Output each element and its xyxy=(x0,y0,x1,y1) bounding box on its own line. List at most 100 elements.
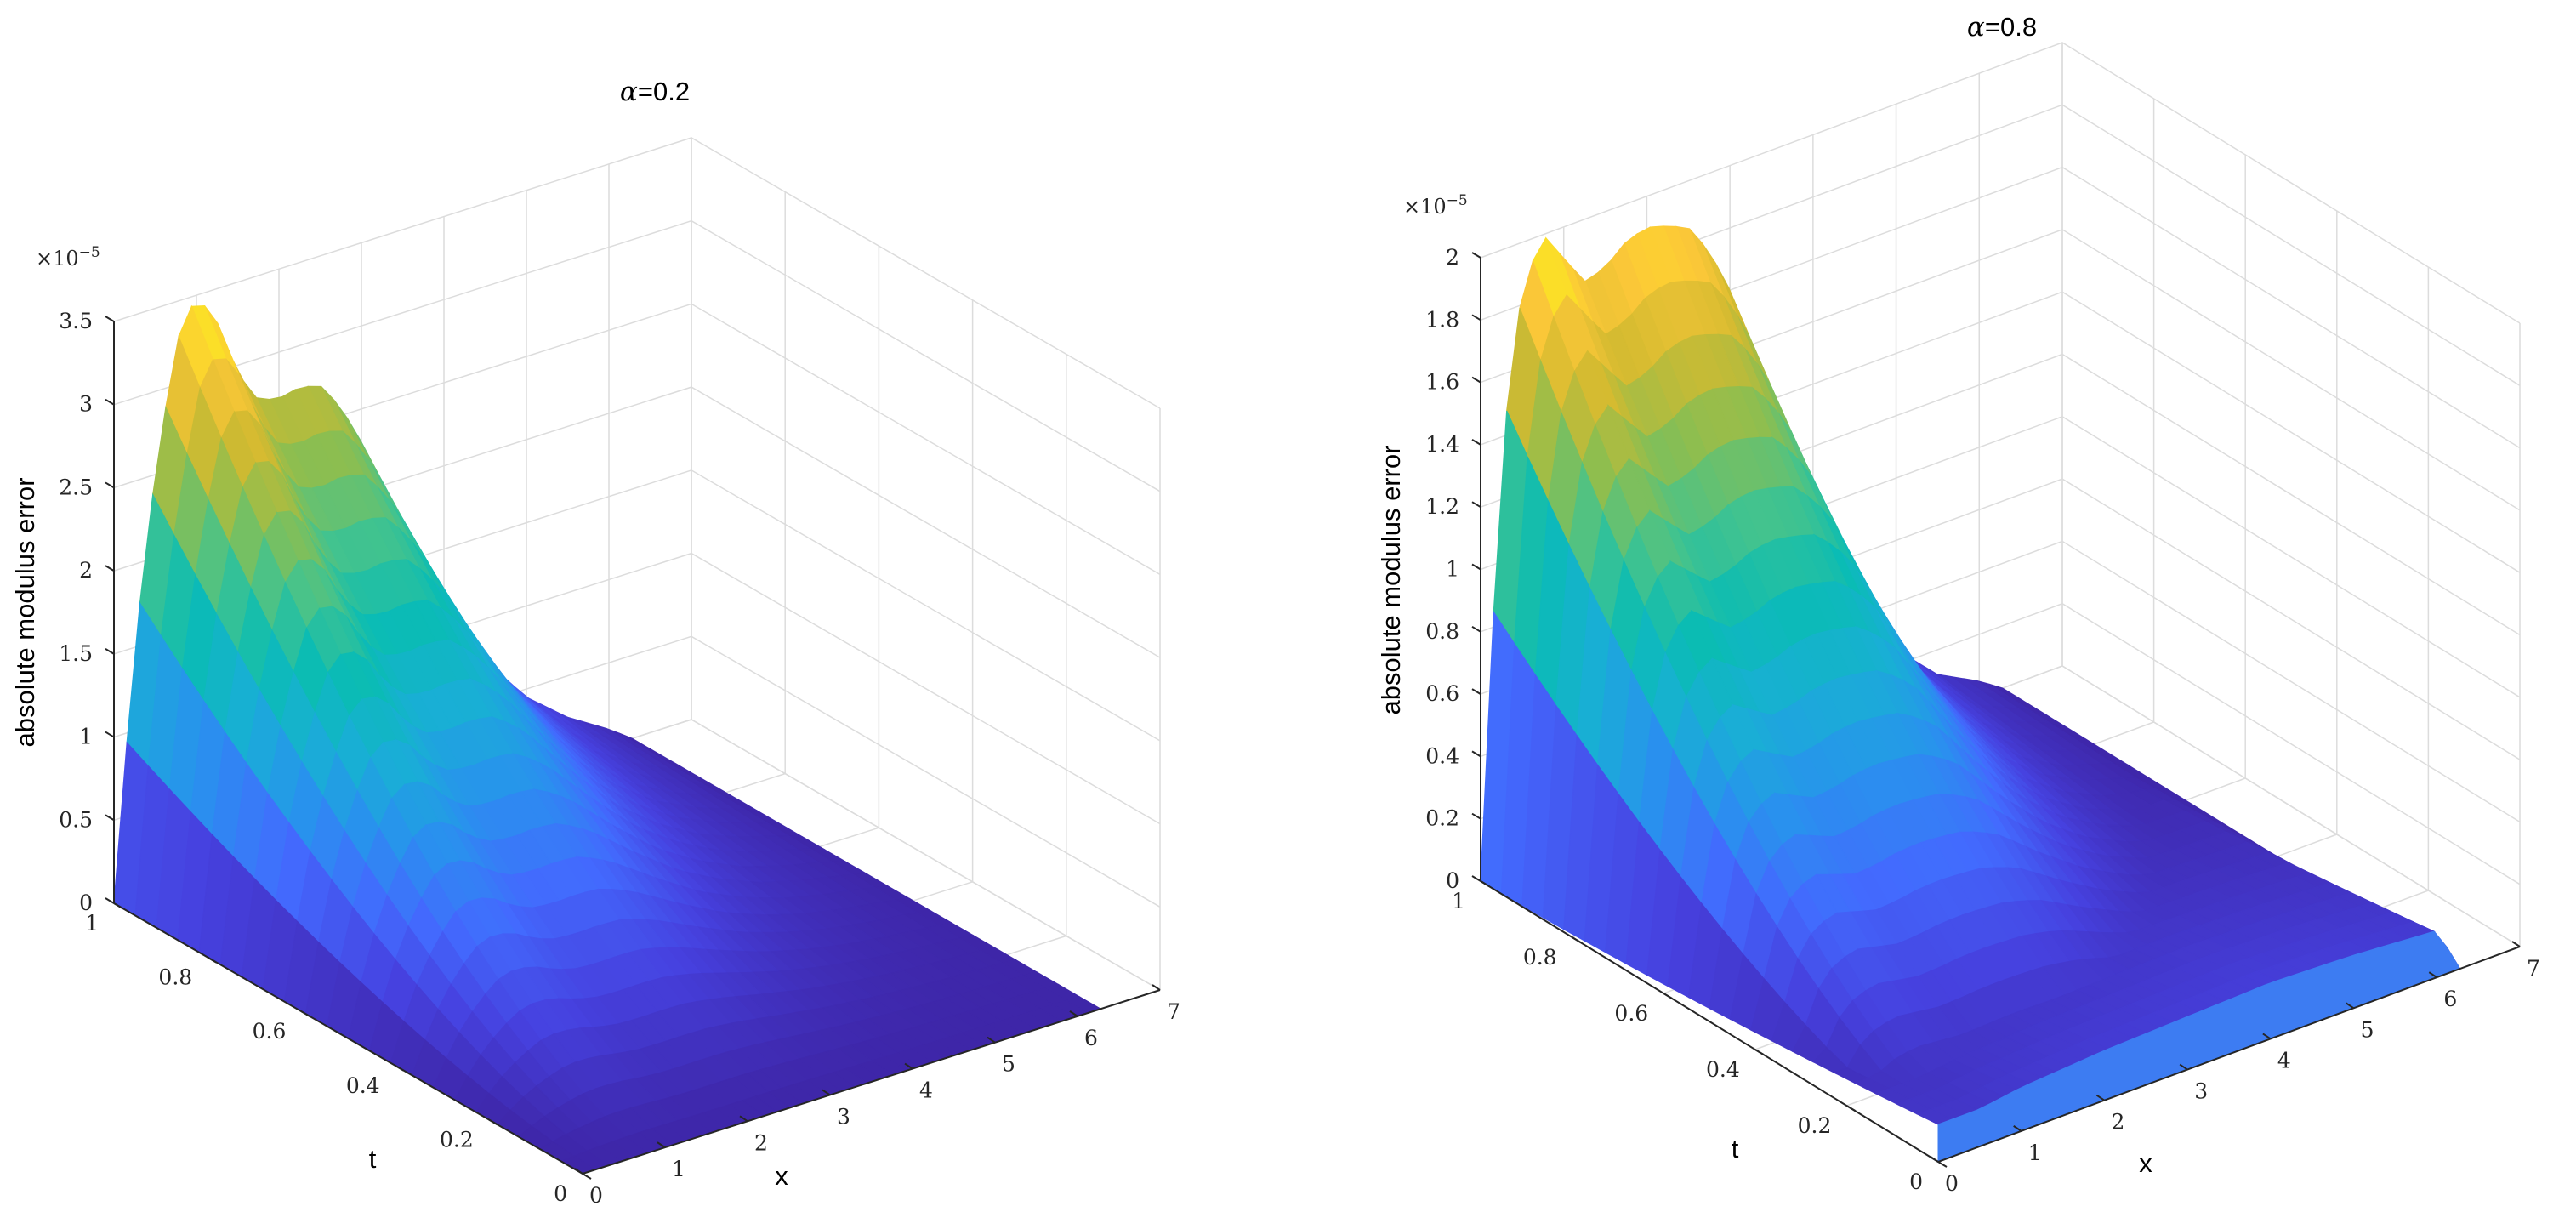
z-tick-label: 1.6 xyxy=(1425,370,1459,395)
x-tick-mark xyxy=(574,1168,583,1175)
z-tick-mark xyxy=(1471,812,1481,820)
t-tick-label: 0.6 xyxy=(253,1019,287,1044)
t-tick-mark xyxy=(1754,1049,1765,1055)
z-tick-label: 0 xyxy=(1446,868,1459,893)
t-tick-mark xyxy=(582,1173,592,1180)
z-tick-mark xyxy=(1471,563,1481,571)
t-tick-label: 0.8 xyxy=(1523,945,1557,970)
t-tick-mark xyxy=(207,956,217,964)
t-tick-mark xyxy=(488,1118,498,1126)
t-tick-label: 0 xyxy=(1909,1169,1923,1194)
z-tick-label: 0 xyxy=(79,890,93,915)
x-tick-label: 5 xyxy=(1002,1052,1015,1077)
z-tick-mark xyxy=(1471,314,1481,321)
x-tick-label: 4 xyxy=(2277,1048,2291,1073)
x-tick-label: 2 xyxy=(2111,1110,2124,1135)
x-axis-line xyxy=(1937,946,2521,1163)
z-tick-label: 1.2 xyxy=(1425,494,1459,519)
error-surface xyxy=(1480,225,2461,1163)
x-tick-label: 1 xyxy=(672,1157,685,1181)
t-tick-label: 0.4 xyxy=(1706,1057,1740,1082)
z-tick-mark xyxy=(105,897,115,904)
z-tick-mark xyxy=(1471,501,1481,509)
z-tick-label: 2 xyxy=(79,558,93,583)
x-axis-label: x xyxy=(775,1161,788,1191)
t-tick-label: 0.8 xyxy=(158,965,192,990)
z-tick-mark xyxy=(105,731,115,738)
z-tick-mark xyxy=(105,316,115,322)
x-tick-mark xyxy=(1930,1156,1939,1163)
z-tick-mark xyxy=(1471,376,1481,384)
t-tick-mark xyxy=(395,1064,405,1072)
t-tick-label: 0.6 xyxy=(1614,1001,1648,1026)
x-tick-label: 5 xyxy=(2361,1017,2374,1042)
x-axis-line xyxy=(582,989,1161,1175)
x-tick-mark xyxy=(2262,1033,2272,1040)
grid-line xyxy=(1480,42,2521,324)
z-tick-label: 3.5 xyxy=(59,309,93,333)
t-tick-label: 0.2 xyxy=(440,1127,474,1152)
t-tick-mark xyxy=(300,1010,310,1018)
x-tick-mark xyxy=(987,1036,996,1044)
x-tick-label: 2 xyxy=(754,1130,768,1155)
x-tick-label: 4 xyxy=(919,1078,933,1103)
grid-line xyxy=(691,719,1161,991)
x-tick-mark xyxy=(657,1141,666,1148)
z-tick-label: 0.4 xyxy=(1425,743,1459,768)
x-tick-mark xyxy=(2179,1063,2188,1071)
z-tick-label: 1 xyxy=(1446,557,1459,582)
t-axis-line xyxy=(1480,880,1939,1163)
z-tick-label: 0.5 xyxy=(59,807,93,832)
x-tick-label: 1 xyxy=(2028,1141,2042,1165)
surface-plot-alpha-0-2: 0123456700.20.40.60.8100.511.522.533.5×1… xyxy=(10,77,1180,1208)
t-tick-mark xyxy=(1937,1161,1948,1168)
x-tick-label: 6 xyxy=(1084,1026,1098,1050)
z-tick-label: 2.5 xyxy=(59,475,93,499)
grid-line xyxy=(113,219,1161,492)
z-tick-mark xyxy=(1471,688,1481,695)
z-tick-label: 2 xyxy=(1446,245,1459,270)
t-tick-label: 0 xyxy=(554,1181,567,1206)
x-tick-mark xyxy=(904,1062,913,1070)
surface-plot-alpha-0-8: 0123456700.20.40.60.8100.20.40.60.811.21… xyxy=(1376,12,2540,1196)
t-tick-mark xyxy=(113,902,123,909)
z-tick-mark xyxy=(1471,875,1481,882)
z-tick-mark xyxy=(1471,252,1481,259)
t-axis-label: t xyxy=(369,1144,377,1174)
z-tick-mark xyxy=(1471,439,1481,446)
z-tick-mark xyxy=(105,814,115,822)
z-tick-label: 0.2 xyxy=(1425,806,1459,831)
t-tick-mark xyxy=(1663,993,1673,999)
x-tick-label: 7 xyxy=(1167,999,1180,1024)
z-tick-mark xyxy=(1471,625,1481,633)
t-tick-label: 0.4 xyxy=(346,1073,380,1098)
z-tick-mark xyxy=(1471,750,1481,758)
x-tick-label: 3 xyxy=(2194,1079,2208,1104)
z-tick-label: 1 xyxy=(79,725,93,749)
z-tick-label: 1.5 xyxy=(59,641,93,666)
chart-title: α=0.8 xyxy=(1967,12,2037,43)
z-tick-label: 0.6 xyxy=(1425,681,1459,706)
x-axis-label: x xyxy=(2139,1148,2152,1178)
x-tick-mark xyxy=(739,1115,748,1123)
z-tick-mark xyxy=(105,398,115,406)
z-tick-label: 0.8 xyxy=(1425,619,1459,644)
x-tick-label: 0 xyxy=(1945,1171,1959,1196)
z-multiplier: ×10−5 xyxy=(1403,192,1468,219)
grid-line xyxy=(2061,665,2521,947)
x-tick-mark xyxy=(2095,1094,2105,1101)
chart-title: α=0.2 xyxy=(620,77,690,107)
z-axis-label: absolute modulus error xyxy=(1376,445,1406,714)
x-tick-mark xyxy=(2511,941,2521,947)
x-tick-mark xyxy=(1152,984,1161,991)
t-tick-mark xyxy=(1480,880,1490,887)
axes: 0123456700.20.40.60.8100.20.40.60.811.21… xyxy=(1425,245,2540,1196)
x-tick-mark xyxy=(2013,1125,2022,1132)
t-tick-label: 1 xyxy=(1452,889,1465,913)
z-axis-label: absolute modulus error xyxy=(10,477,40,747)
z-multiplier: ×10−5 xyxy=(36,244,100,270)
error-surface xyxy=(113,304,1102,1175)
x-tick-label: 6 xyxy=(2443,987,2457,1011)
z-tick-mark xyxy=(105,647,115,655)
